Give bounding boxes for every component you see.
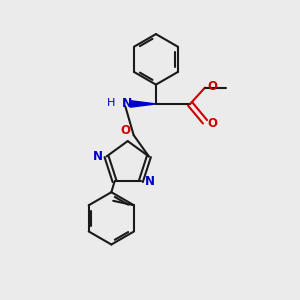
- Text: H: H: [107, 98, 115, 108]
- Text: N: N: [93, 150, 103, 163]
- Text: O: O: [207, 117, 217, 130]
- Text: O: O: [207, 80, 218, 94]
- Text: N: N: [122, 97, 132, 110]
- Text: N: N: [144, 175, 154, 188]
- Polygon shape: [130, 101, 156, 107]
- Text: O: O: [120, 124, 130, 136]
